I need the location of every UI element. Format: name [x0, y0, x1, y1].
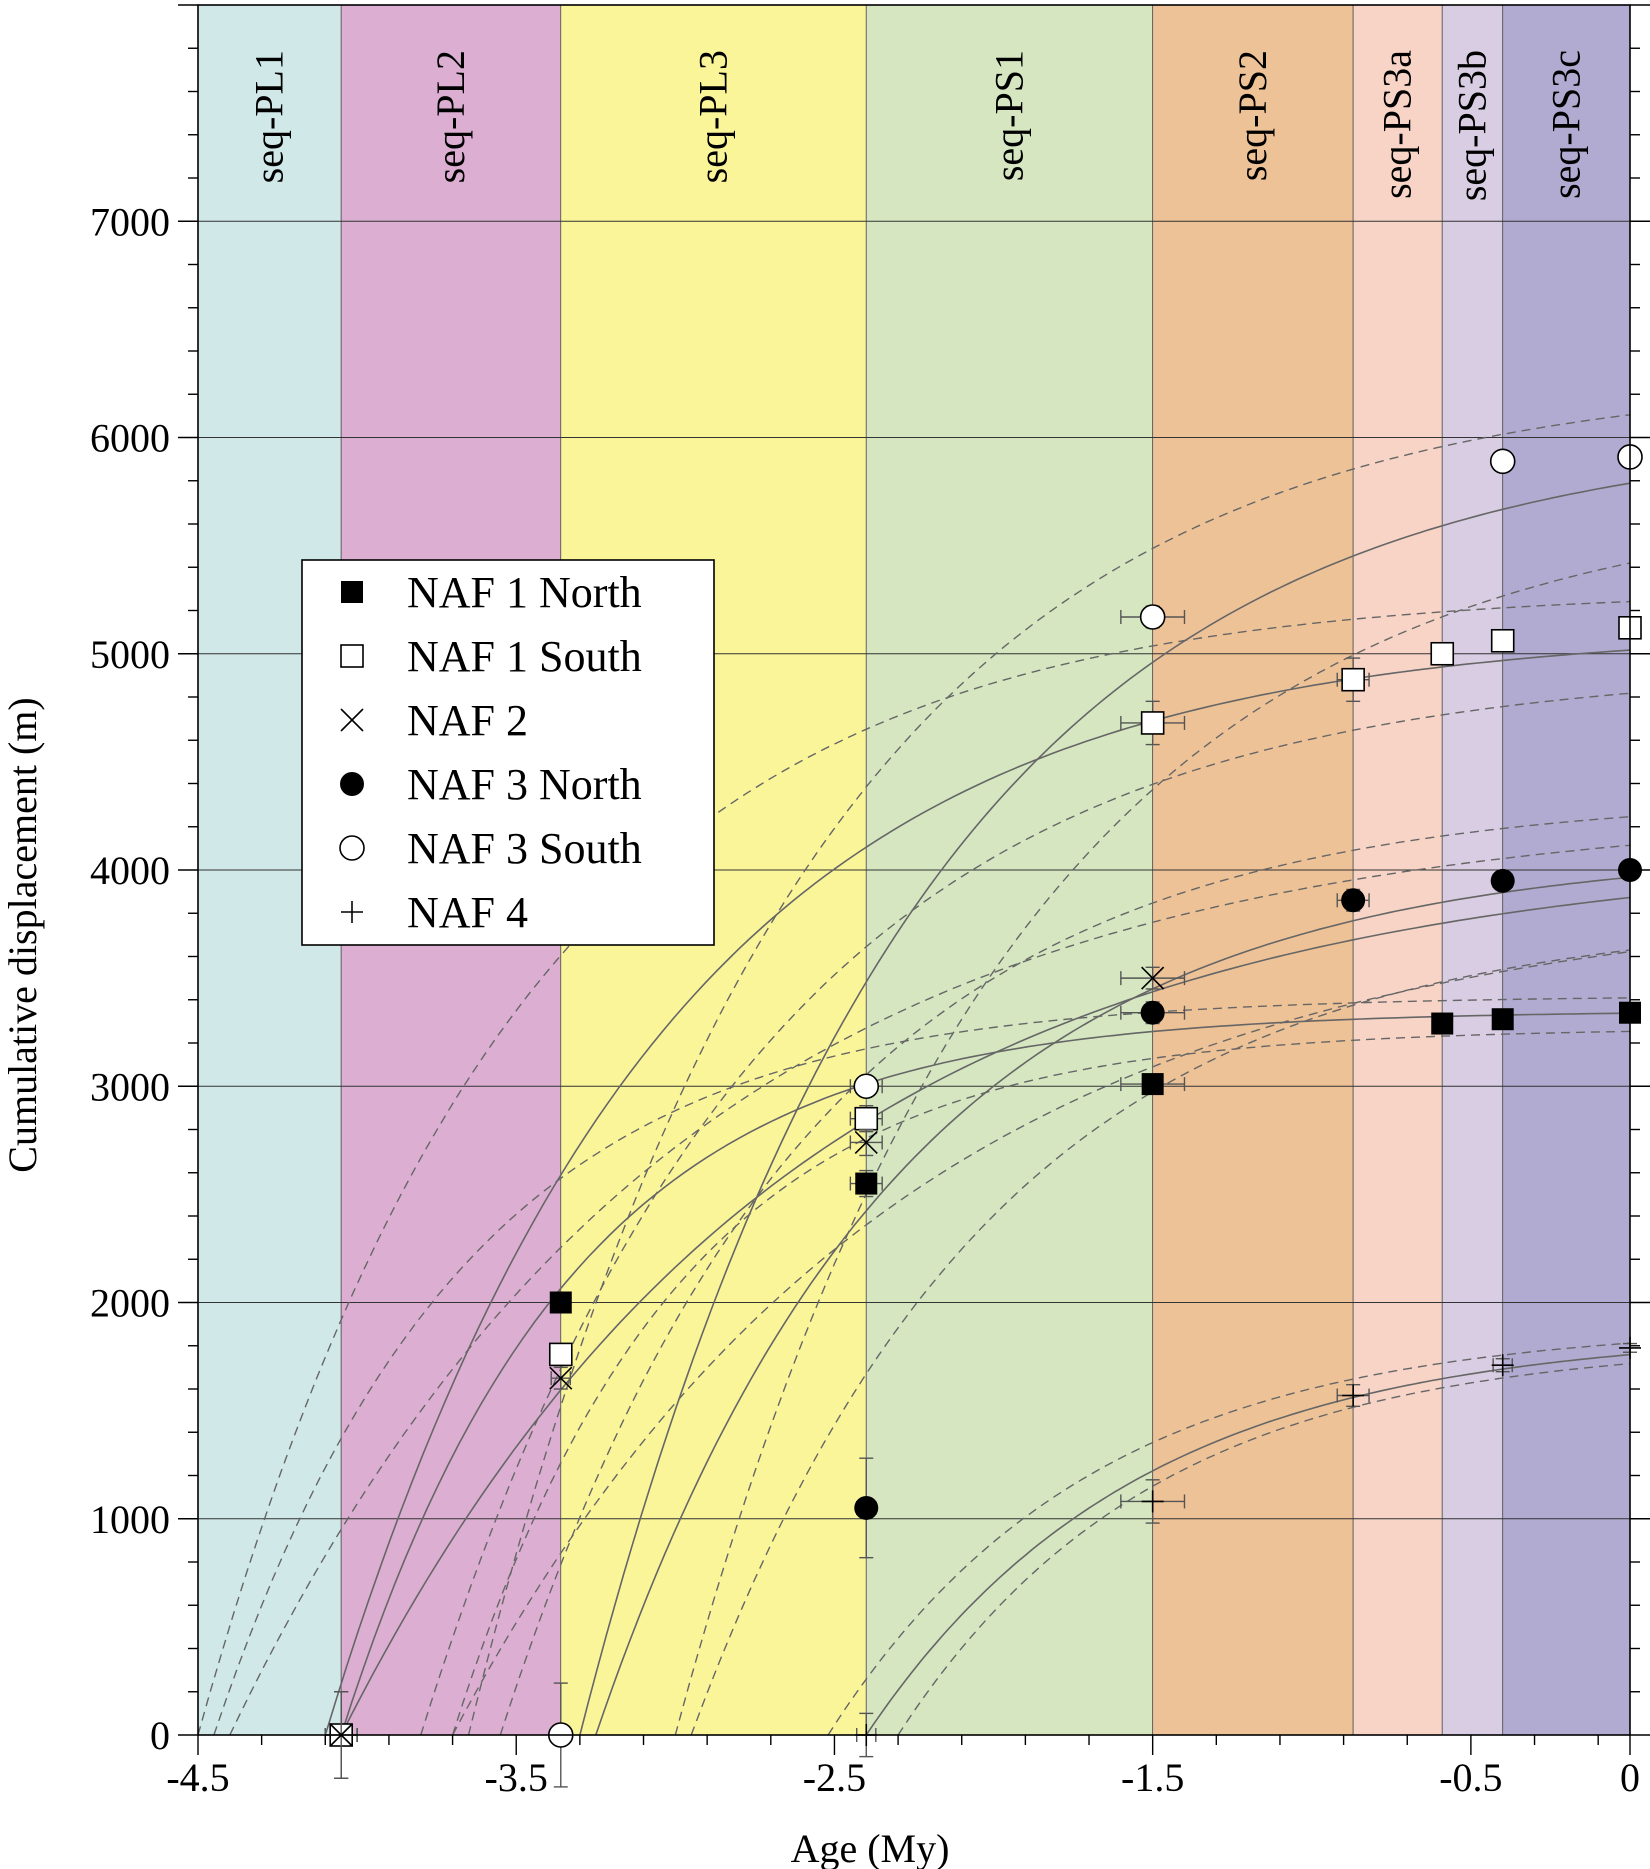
y-tick-label: 7000 [90, 199, 170, 244]
y-tick-label: 2000 [90, 1281, 170, 1326]
x-tick-label: -2.5 [803, 1755, 866, 1800]
data-point [1431, 1012, 1454, 1035]
legend-label: NAF 1 South [407, 632, 642, 681]
data-point [1140, 1000, 1165, 1025]
fit-curve [579, 482, 1630, 1735]
data-point [549, 1366, 573, 1390]
legend-marker [341, 901, 363, 923]
legend-label: NAF 2 [407, 696, 528, 745]
y-tick-label: 5000 [90, 632, 170, 677]
legend-box [301, 559, 715, 946]
y-tick-label: 4000 [90, 848, 170, 893]
legend-marker [340, 644, 364, 668]
band-label: seq-PL3 [691, 50, 736, 183]
x-axis-label: Age (My) [791, 1826, 950, 1869]
data-point [1489, 448, 1516, 475]
band-label: seq-PS3a [1375, 50, 1420, 199]
data-point [854, 1106, 879, 1131]
data-point [1491, 1354, 1514, 1377]
data-point [1491, 1008, 1514, 1031]
data-point [1342, 1384, 1365, 1407]
data-point [1490, 868, 1515, 893]
data-point [854, 1130, 878, 1155]
x-tick-label: -1.5 [1121, 1755, 1184, 1800]
y-tick-label: 6000 [90, 416, 170, 461]
x-tick-label: -3.5 [485, 1755, 548, 1800]
band-label: seq-PS3b [1449, 50, 1494, 201]
legend-label: NAF 1 North [407, 568, 642, 617]
y-tick-label: 0 [150, 1713, 170, 1758]
data-point [853, 1073, 880, 1100]
band-label: seq-PS2 [1230, 50, 1275, 181]
axes-layer: 0 1000 2000 3000 4000 5000 6000 7000 -4.5 -3.5 -2.… [90, 4, 1650, 1800]
fit-curve [499, 816, 1630, 1735]
data-point [1430, 641, 1455, 666]
fit-curve [674, 562, 1630, 1735]
y-tick-label: 1000 [90, 1497, 170, 1542]
fit-curve [451, 1030, 1630, 1735]
x-tick-label: -4.5 [166, 1755, 229, 1800]
y-axis-label: Cumulative displacement (m) [0, 697, 45, 1172]
legend-marker [339, 835, 365, 861]
legend-label: NAF 3 North [407, 760, 642, 809]
x-tick-label: -0.5 [1439, 1755, 1502, 1800]
band-label: seq-PL1 [247, 50, 292, 183]
legend-marker [340, 772, 364, 796]
legend-marker [340, 708, 364, 732]
fit-curve [340, 896, 1630, 1735]
legend-marker [341, 581, 363, 603]
data-point [1141, 1073, 1164, 1096]
band-labels-layer: seq-PL1 seq-PL2 seq-PL3 seq-PS1 seq-PS2 seq-P… [247, 50, 1589, 201]
data-point [1341, 667, 1365, 692]
data-point [855, 1172, 878, 1195]
error-bar [550, 1366, 572, 1390]
data-point [1140, 711, 1165, 735]
data-point [1341, 888, 1366, 913]
data-point [854, 1495, 879, 1520]
data-point [1490, 628, 1515, 653]
fit-curve [897, 1362, 1630, 1735]
data-point [548, 1342, 573, 1367]
y-tick-label: 3000 [90, 1064, 170, 1109]
fit-curve [213, 997, 1630, 1735]
curves-layer [198, 414, 1630, 1735]
data-point [1139, 604, 1166, 630]
legend-label: NAF 4 [407, 888, 528, 937]
fit-curve [324, 649, 1630, 1735]
data-point [549, 1291, 572, 1314]
fit-curve [827, 1342, 1630, 1735]
fit-curve [467, 414, 1630, 1735]
x-tick-label: 0 [1620, 1755, 1640, 1800]
legend-label: NAF 3 South [407, 824, 642, 873]
band-label: seq-PL2 [428, 50, 473, 183]
legend: NAF 1 North NAF 1 South NAF 2 NAF 3 North NA… [301, 559, 715, 946]
fit-curve [420, 692, 1630, 1735]
fit-curve [595, 876, 1630, 1735]
data-point [1141, 1490, 1164, 1513]
fit-curve [451, 950, 1630, 1735]
band-label: seq-PS3c [1543, 50, 1588, 199]
data-point [1141, 966, 1165, 990]
fit-curve [229, 844, 1630, 1735]
band-label: seq-PS1 [986, 50, 1031, 181]
fit-curve [198, 600, 1630, 1735]
